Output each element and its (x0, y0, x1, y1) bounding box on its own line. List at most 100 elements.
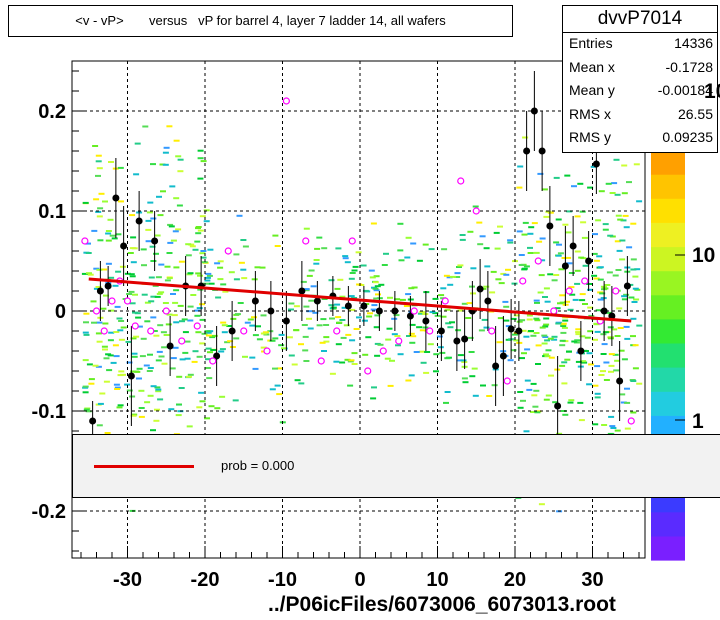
density-cell (560, 324, 567, 327)
density-cell (298, 343, 304, 346)
density-cell (140, 337, 147, 340)
density-cell (632, 287, 639, 290)
density-cell (602, 223, 609, 226)
open-marker (162, 307, 170, 315)
density-cell (167, 241, 174, 244)
density-cell (630, 380, 637, 382)
density-cell (524, 348, 531, 351)
density-cell (154, 408, 160, 411)
density-cell (516, 320, 523, 323)
density-cell (312, 311, 319, 314)
open-marker (317, 357, 325, 365)
density-cell (408, 287, 415, 290)
density-cell (349, 339, 356, 342)
profile-point (592, 160, 600, 168)
density-cell (381, 264, 388, 266)
density-cell (116, 317, 123, 320)
density-cell (276, 367, 283, 370)
density-cell (118, 320, 125, 322)
density-cell (241, 277, 248, 280)
density-cell (141, 293, 148, 296)
density-cell (564, 358, 571, 361)
density-cell (556, 243, 562, 246)
open-marker (565, 287, 573, 295)
density-cell (562, 413, 569, 416)
density-cell (432, 297, 439, 300)
density-cell (459, 234, 466, 236)
palette-label-10: 10 (692, 244, 716, 267)
density-cell (626, 181, 632, 184)
density-cell (81, 272, 88, 275)
density-cell (483, 247, 490, 250)
density-cell (446, 276, 453, 279)
density-cell (579, 299, 586, 302)
density-cell (291, 363, 298, 366)
density-cell (470, 267, 477, 270)
density-cell (365, 336, 372, 339)
y-tick-label: 0.2 (38, 101, 66, 123)
density-cell (614, 429, 621, 432)
density-cell (444, 308, 451, 311)
density-cell (119, 265, 126, 268)
density-cell (522, 221, 529, 224)
legend-entry: prob = 0.000 (221, 458, 295, 473)
profile-point (461, 335, 469, 343)
density-cell (251, 316, 257, 319)
density-cell (562, 223, 569, 226)
density-cell (100, 307, 107, 310)
density-cell (274, 245, 281, 247)
density-cell (545, 210, 552, 213)
profile-point (492, 362, 500, 370)
density-cell (553, 274, 560, 276)
density-cell (138, 415, 145, 418)
profile-point (600, 307, 608, 315)
density-cell (95, 154, 102, 157)
density-cell (303, 227, 310, 230)
density-cell (591, 252, 598, 255)
density-cell (160, 331, 167, 334)
density-cell (269, 388, 276, 391)
density-cell (447, 283, 454, 286)
density-cell (420, 361, 427, 364)
open-marker (457, 177, 465, 185)
density-cell (348, 277, 355, 280)
density-cell (126, 293, 133, 295)
density-cell (597, 266, 604, 269)
density-cell (606, 271, 613, 274)
density-cell (150, 316, 157, 319)
density-cell (199, 303, 205, 306)
density-cell (175, 155, 182, 158)
open-marker (81, 237, 89, 245)
density-cell (228, 271, 235, 274)
profile-point (151, 237, 159, 245)
density-cell (521, 267, 528, 270)
density-cell (566, 350, 572, 353)
density-cell (160, 190, 166, 193)
density-cell (555, 322, 562, 325)
density-cell (615, 269, 622, 271)
density-cell (587, 306, 594, 309)
source-file-label: ../P06icFiles/6073006_6073013.root (268, 593, 616, 616)
density-cell (548, 356, 555, 359)
density-cell (99, 392, 106, 395)
density-cell (108, 276, 115, 279)
stats-label: Entries (569, 35, 613, 51)
density-cell (616, 249, 623, 252)
density-cell (233, 337, 240, 340)
profile-point (96, 287, 104, 295)
density-cell (539, 237, 546, 240)
density-cell (545, 394, 552, 397)
density-cell (98, 192, 105, 195)
profile-point (391, 307, 399, 315)
density-cell (405, 379, 412, 382)
density-cell (195, 232, 202, 235)
density-cell (560, 331, 567, 334)
density-cell (565, 256, 572, 259)
density-cell (534, 411, 541, 414)
density-cell (95, 160, 102, 163)
open-marker (240, 327, 248, 335)
palette-cell (651, 391, 685, 416)
density-cell (600, 353, 607, 355)
density-cell (176, 403, 182, 406)
density-cell (83, 321, 89, 324)
